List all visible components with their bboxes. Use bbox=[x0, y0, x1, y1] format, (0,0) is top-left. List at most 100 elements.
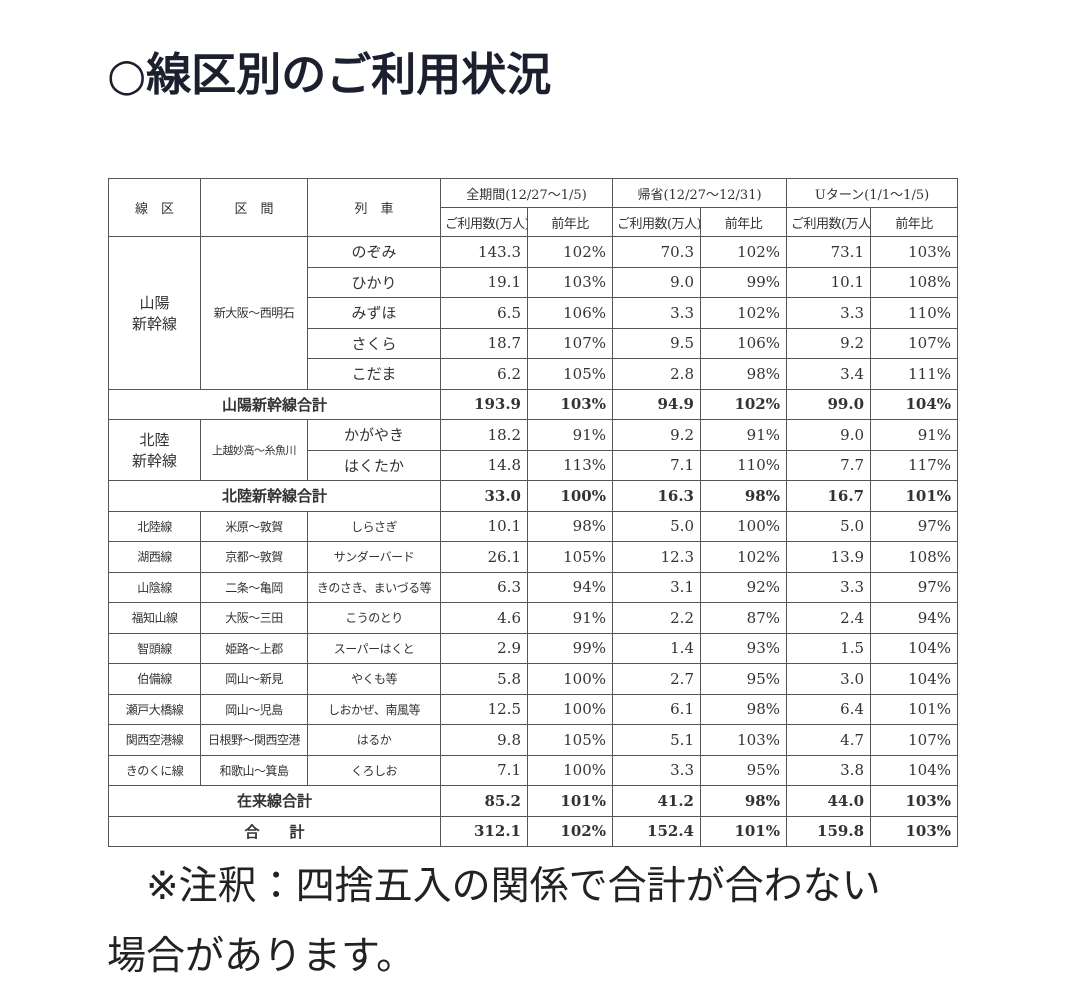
yoy-cell: 91% bbox=[699, 419, 788, 451]
yoy-cell: 102% bbox=[699, 541, 788, 573]
riders-cell: 19.1 bbox=[440, 266, 528, 298]
yoy-cell: 98% bbox=[527, 510, 613, 542]
riders-cell: 16.7 bbox=[786, 480, 872, 512]
line-name: 関西空港線 bbox=[108, 724, 201, 756]
yoy-cell: 108% bbox=[870, 541, 959, 573]
train-name: のぞみ bbox=[307, 236, 441, 268]
riders-cell: 2.9 bbox=[440, 632, 528, 664]
riders-cell: 16.3 bbox=[612, 480, 701, 512]
train-name: やくも等 bbox=[307, 663, 441, 695]
table-row: 山陽新幹線合計 193.9 103% 94.9 102% 99.0 104% bbox=[108, 388, 959, 420]
yoy-cell: 107% bbox=[870, 724, 959, 756]
riders-cell: 26.1 bbox=[440, 541, 528, 573]
line-name: 智頭線 bbox=[108, 632, 201, 664]
yoy-cell: 103% bbox=[527, 388, 613, 420]
section-name: 姫路～上郡 bbox=[200, 632, 308, 664]
table-row: 智頭線 姫路～上郡 スーパーはくと 2.9 99% 1.4 93% 1.5 104% bbox=[108, 632, 959, 664]
yoy-cell: 104% bbox=[870, 388, 959, 420]
yoy-cell: 100% bbox=[527, 663, 613, 695]
yoy-cell: 97% bbox=[870, 571, 959, 603]
train-name: はくたか bbox=[307, 449, 441, 481]
table-row: 北陸新幹線合計 33.0 100% 16.3 98% 16.7 101% bbox=[108, 480, 959, 512]
line-name-part: 新幹線 bbox=[131, 452, 177, 470]
yoy-cell: 105% bbox=[527, 724, 613, 756]
riders-cell: 3.3 bbox=[612, 297, 701, 329]
riders-cell: 14.8 bbox=[440, 449, 528, 481]
riders-cell: 6.4 bbox=[786, 693, 872, 725]
yoy-cell: 101% bbox=[870, 693, 959, 725]
yoy-cell: 95% bbox=[699, 754, 788, 786]
yoy-cell: 106% bbox=[527, 297, 613, 329]
header-line: 線 区 bbox=[108, 178, 201, 237]
riders-cell: 312.1 bbox=[440, 815, 528, 847]
section-name: 京都～敦賀 bbox=[200, 541, 308, 573]
riders-cell: 9.8 bbox=[440, 724, 528, 756]
yoy-cell: 102% bbox=[699, 388, 788, 420]
yoy-cell: 113% bbox=[527, 449, 613, 481]
riders-cell: 4.6 bbox=[440, 602, 528, 634]
riders-cell: 159.8 bbox=[786, 815, 872, 847]
section-name: 二条～亀岡 bbox=[200, 571, 308, 603]
riders-cell: 2.7 bbox=[612, 663, 701, 695]
yoy-cell: 97% bbox=[870, 510, 959, 542]
yoy-cell: 107% bbox=[870, 327, 959, 359]
train-name: かがやき bbox=[307, 419, 441, 451]
yoy-cell: 100% bbox=[527, 693, 613, 725]
section-name: 和歌山～箕島 bbox=[200, 754, 308, 786]
header-train: 列 車 bbox=[307, 178, 441, 237]
section-name: 岡山～児島 bbox=[200, 693, 308, 725]
riders-cell: 2.4 bbox=[786, 602, 872, 634]
yoy-cell: 100% bbox=[527, 754, 613, 786]
yoy-cell: 104% bbox=[870, 632, 959, 664]
riders-cell: 9.2 bbox=[786, 327, 872, 359]
table-row: 線 区区 間列 車全期間(12/27～1/5) 帰省(12/27～12/31) Uタ… bbox=[108, 178, 959, 237]
table-row: 合 計 312.1 102% 152.4 101% 159.8 103% bbox=[108, 815, 959, 847]
riders-cell: 6.1 bbox=[612, 693, 701, 725]
yoy-cell: 99% bbox=[527, 632, 613, 664]
total-label: 北陸新幹線合計 bbox=[108, 480, 441, 512]
riders-cell: 99.0 bbox=[786, 388, 872, 420]
table-row: 瀬戸大橋線 岡山～児島 しおかぜ、南風等 12.5 100% 6.1 98% 6.4 101% bbox=[108, 693, 959, 725]
line-name: 山陽 新幹線 bbox=[108, 236, 201, 390]
yoy-cell: 110% bbox=[699, 449, 788, 481]
line-name: 北陸線 bbox=[108, 510, 201, 542]
header-sub: ご利用数(万人) bbox=[786, 207, 872, 237]
section-name: 大阪～三田 bbox=[200, 602, 308, 634]
riders-cell: 2.2 bbox=[612, 602, 701, 634]
line-name-part: 新幹線 bbox=[131, 314, 177, 333]
table-row: 北陸線 米原～敦賀 しらさぎ 10.1 98% 5.0 100% 5.0 97% bbox=[108, 510, 959, 542]
riders-cell: 6.3 bbox=[440, 571, 528, 603]
table-row: さくら 18.7 107% 9.5 106% 9.2 107% bbox=[109, 327, 959, 359]
riders-cell: 70.3 bbox=[612, 236, 701, 268]
riders-cell: 3.0 bbox=[786, 663, 872, 695]
riders-cell: 44.0 bbox=[786, 785, 872, 817]
header-period: 全期間(12/27～1/5) bbox=[440, 178, 613, 208]
riders-cell: 3.3 bbox=[612, 754, 701, 786]
riders-cell: 10.1 bbox=[786, 266, 872, 298]
riders-cell: 18.2 bbox=[440, 419, 528, 451]
riders-cell: 152.4 bbox=[612, 815, 701, 847]
usage-table: 線 区区 間列 車全期間(12/27～1/5) 帰省(12/27～12/31) Uタ… bbox=[108, 178, 959, 847]
riders-cell: 73.1 bbox=[786, 236, 872, 268]
yoy-cell: 87% bbox=[699, 602, 788, 634]
line-name: きのくに線 bbox=[108, 754, 201, 786]
section-name: 日根野～関西空港 bbox=[200, 724, 308, 756]
riders-cell: 9.2 bbox=[612, 419, 701, 451]
riders-cell: 7.7 bbox=[786, 449, 872, 481]
train-name: こだま bbox=[307, 358, 441, 390]
table-row: きのくに線 和歌山～箕島 くろしお 7.1 100% 3.3 95% 3.8 104% bbox=[108, 754, 959, 786]
line-name: 山陰線 bbox=[108, 571, 201, 603]
riders-cell: 33.0 bbox=[440, 480, 528, 512]
riders-cell: 41.2 bbox=[612, 785, 701, 817]
section-name: 米原～敦賀 bbox=[200, 510, 308, 542]
table-row: 関西空港線 日根野～関西空港 はるか 9.8 105% 5.1 103% 4.7 107% bbox=[108, 724, 959, 756]
riders-cell: 3.8 bbox=[786, 754, 872, 786]
riders-cell: 9.0 bbox=[786, 419, 872, 451]
table-row: 伯備線 岡山～新見 やくも等 5.8 100% 2.7 95% 3.0 104% bbox=[108, 663, 959, 695]
riders-cell: 6.5 bbox=[440, 297, 528, 329]
yoy-cell: 104% bbox=[870, 754, 959, 786]
yoy-cell: 105% bbox=[527, 541, 613, 573]
riders-cell: 7.1 bbox=[440, 754, 528, 786]
riders-cell: 5.0 bbox=[786, 510, 872, 542]
